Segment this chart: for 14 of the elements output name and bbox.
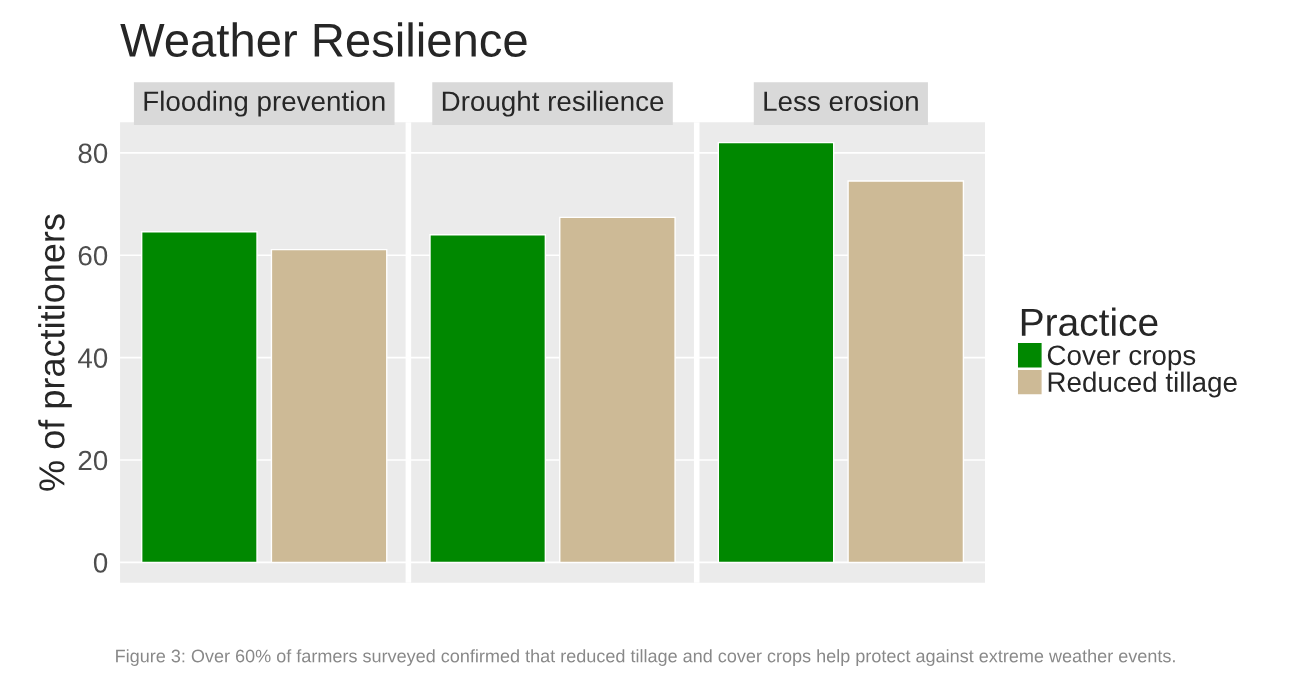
x-tick-label: Less erosion — [764, 90, 918, 112]
y-tick-label: 80 — [78, 143, 108, 164]
y-axis-title: % of practitioners — [38, 214, 72, 491]
x-tick-label: Flooding prevention — [144, 90, 385, 117]
caption: Figure 3: Over 60% of farmers surveyed confirmed that reduced tillage and cover crops help protect against extreme weather events. — [116, 649, 1175, 666]
y-tick-label: 20 — [78, 450, 108, 471]
legend-label: Cover crops — [1047, 345, 1196, 371]
legend-title: Practice — [1021, 307, 1158, 337]
y-tick-label: 0 — [93, 553, 108, 573]
x-tick-label: Drought resilience — [442, 90, 664, 117]
chart-title: Weather Resilience — [120, 22, 527, 57]
y-tick-label: 60 — [78, 245, 108, 266]
y-tick-label: 40 — [78, 348, 108, 368]
legend-label: Reduced tillage — [1048, 371, 1237, 398]
